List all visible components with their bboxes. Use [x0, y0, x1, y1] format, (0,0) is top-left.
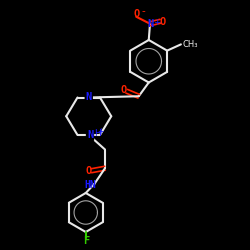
Text: HN: HN — [84, 180, 96, 190]
Text: N: N — [147, 19, 153, 29]
Text: O: O — [85, 166, 91, 176]
Text: CH₃: CH₃ — [182, 40, 198, 49]
Text: N: N — [87, 130, 93, 140]
Text: H: H — [94, 129, 101, 138]
Text: O: O — [133, 9, 139, 19]
Text: O: O — [120, 85, 126, 95]
Text: O: O — [160, 17, 166, 27]
Text: -: - — [141, 6, 145, 16]
Text: N: N — [86, 92, 92, 102]
Text: F: F — [82, 236, 89, 246]
Text: +: + — [153, 18, 160, 27]
Text: +: + — [97, 128, 103, 136]
